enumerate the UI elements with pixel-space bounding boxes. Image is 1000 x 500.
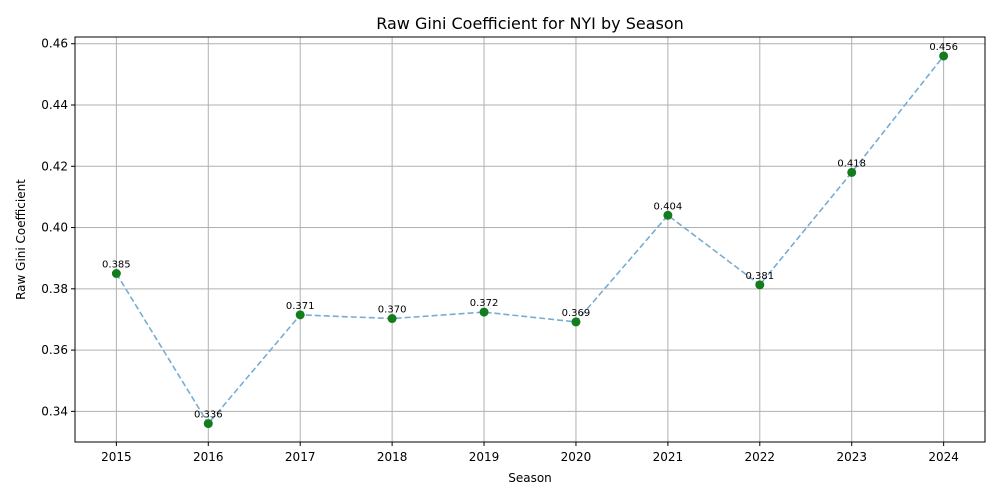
x-tick-label: 2018 xyxy=(377,450,408,464)
data-point xyxy=(939,51,949,61)
data-label: 0.385 xyxy=(102,260,131,271)
y-tick-label: 0.40 xyxy=(41,221,68,235)
data-point xyxy=(571,317,581,327)
data-label: 0.371 xyxy=(286,301,315,312)
data-label: 0.370 xyxy=(378,305,407,316)
y-tick-label: 0.42 xyxy=(41,159,68,173)
chart-title: Raw Gini Coefficient for NYI by Season xyxy=(376,14,684,33)
x-tick-label: 2022 xyxy=(745,450,776,464)
data-label: 0.404 xyxy=(654,201,683,212)
plot-frame xyxy=(74,36,986,443)
data-point xyxy=(755,280,765,290)
data-point xyxy=(295,310,305,320)
point-layer xyxy=(111,51,949,429)
y-tick-label: 0.38 xyxy=(41,282,68,296)
series-line xyxy=(115,55,945,425)
data-point xyxy=(111,269,121,279)
y-tick-label: 0.36 xyxy=(41,343,68,357)
grid-layer xyxy=(75,37,985,442)
x-tick-label: 2020 xyxy=(561,450,592,464)
tick-layer: 2015 2016 2017 2018 2019 2020 2021 2022 2023 2024… xyxy=(41,37,959,464)
x-tick-label: 2019 xyxy=(469,450,500,464)
data-label: 0.418 xyxy=(837,158,866,169)
y-tick-label: 0.44 xyxy=(41,98,68,112)
data-point xyxy=(847,167,857,177)
y-axis-label: Raw Gini Coefficient xyxy=(14,179,28,300)
x-tick-label: 2015 xyxy=(101,450,132,464)
data-label: 0.336 xyxy=(194,410,223,421)
y-tick-label: 0.34 xyxy=(41,404,68,418)
x-tick-label: 2021 xyxy=(653,450,684,464)
data-label: 0.381 xyxy=(745,271,774,282)
x-tick-label: 2024 xyxy=(928,450,959,464)
data-label: 0.456 xyxy=(929,42,958,53)
line-layer xyxy=(115,55,945,425)
x-tick-label: 2017 xyxy=(285,450,316,464)
x-tick-label: 2016 xyxy=(193,450,224,464)
x-axis-label: Season xyxy=(508,471,552,485)
data-label: 0.369 xyxy=(562,308,591,319)
data-point xyxy=(203,419,213,429)
label-layer: 0.385 0.336 0.371 0.370 0.372 0.369 0.404 0.381… xyxy=(102,42,958,421)
data-point xyxy=(663,210,673,220)
data-point xyxy=(387,314,397,324)
y-tick-label: 0.46 xyxy=(41,37,68,51)
data-point xyxy=(479,307,489,317)
x-tick-label: 2023 xyxy=(836,450,867,464)
data-label: 0.372 xyxy=(470,298,499,309)
